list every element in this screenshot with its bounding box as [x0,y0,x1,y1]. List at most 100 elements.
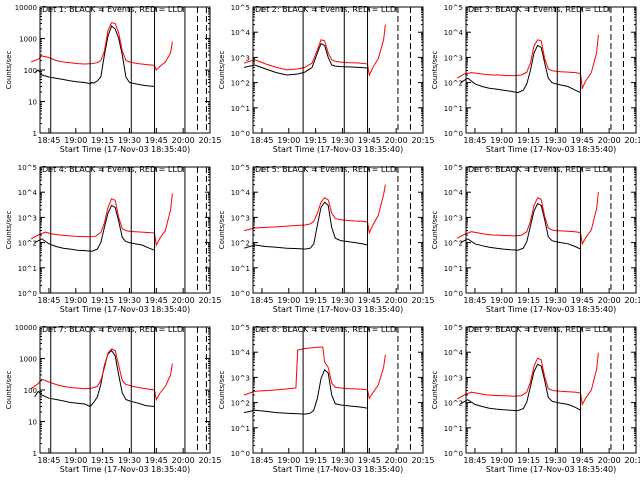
y-tick-label: 10^0 [18,290,37,298]
x-tick-label: 19:45 [358,456,381,465]
y-tick-label: 100 [24,387,37,395]
y-tick-label: 10^2 [18,240,37,248]
x-tick-label: 19:45 [145,456,168,465]
plot-frame [39,166,211,294]
y-tick-label: 1000 [19,36,37,44]
x-tick-label: 19:00 [64,136,87,145]
x-tick-label: 19:15 [91,136,114,145]
plot-frame [465,166,637,294]
x-tick-label: 20:15 [411,136,434,145]
y-tick-label: 10^5 [444,324,463,332]
y-tick-label: 10^3 [18,214,37,222]
y-axis-label: Counts/sec [218,211,226,250]
panel-title: Det 6: BLACK = Events, RED = LLD [468,165,609,174]
x-tick-label: 19:30 [118,296,141,305]
y-tick-label: 10^0 [231,290,250,298]
y-tick-label: 100 [24,67,37,75]
x-tick-label: 19:15 [304,296,327,305]
y-axis-label: Counts/sec [218,51,226,90]
x-tick-label: 19:00 [490,136,513,145]
x-tick-label: 19:45 [145,296,168,305]
panel-title: Det 9: BLACK = Events, RED = LLD [468,325,609,334]
y-tick-label: 10^1 [231,265,250,273]
plot-frame [465,6,637,134]
x-axis-label: Start Time (17-Nov-03 18:35:40) [60,305,190,314]
series-black-events [243,43,368,76]
y-tick-label: 1000 [19,356,37,364]
x-axis-label: Start Time (17-Nov-03 18:35:40) [273,305,403,314]
x-tick-label: 20:15 [624,456,640,465]
y-tick-label: 10000 [15,324,37,332]
x-tick-label: 20:00 [172,296,195,305]
series-black-events [34,349,155,408]
x-tick-label: 19:15 [517,456,540,465]
x-tick-label: 19:15 [304,456,327,465]
y-tick-label: 10^4 [444,189,464,197]
y-tick-label: 10^5 [18,164,37,172]
y-tick-label: 10^4 [231,29,251,37]
y-tick-label: 10^1 [231,425,250,433]
x-tick-label: 19:45 [358,136,381,145]
panel-title: Det 4: BLACK = Events, RED = LLD [42,165,183,174]
y-axis-label: Counts/sec [431,371,439,410]
panel-det-9: Det 9: BLACK = Events, RED = LLD Counts/s… [431,324,640,474]
y-tick-label: 10^3 [444,214,463,222]
x-tick-label: 19:45 [571,136,594,145]
x-tick-label: 18:45 [37,456,60,465]
panel-title: Det 3: BLACK = Events, RED = LLD [468,5,609,14]
x-tick-label: 19:45 [358,296,381,305]
x-tick-label: 19:15 [517,296,540,305]
panel-det-7: Det 7: BLACK = Events, RED = LLD Counts/s… [5,324,222,474]
x-tick-label: 20:00 [385,456,408,465]
series-red-lld [30,348,173,401]
y-tick-label: 10^2 [444,400,463,408]
y-tick-label: 10^2 [231,80,250,88]
y-axis-label: Counts/sec [431,211,439,250]
x-tick-label: 19:45 [145,136,168,145]
y-axis-label: Counts/sec [218,371,226,410]
y-tick-label: 10^0 [444,130,463,138]
panel-title: Det 5: BLACK = Events, RED = LLD [255,165,396,174]
x-tick-label: 19:15 [91,296,114,305]
y-tick-label: 10^2 [231,400,250,408]
y-tick-label: 10^2 [444,80,463,88]
x-tick-label: 19:00 [490,296,513,305]
y-tick-label: 10^5 [231,324,250,332]
y-tick-label: 10^0 [231,450,250,458]
x-tick-label: 19:15 [91,456,114,465]
plot-frame [252,6,424,134]
x-tick-label: 20:00 [598,136,621,145]
x-tick-label: 18:45 [463,136,486,145]
x-tick-label: 20:00 [385,296,408,305]
x-tick-label: 18:45 [37,296,60,305]
y-tick-label: 10^1 [444,425,463,433]
x-axis-label: Start Time (17-Nov-03 18:35:40) [60,145,190,154]
x-tick-label: 20:15 [411,296,434,305]
y-tick-label: 10^4 [231,349,251,357]
x-tick-label: 20:00 [385,136,408,145]
panel-title: Det 8: BLACK = Events, RED = LLD [255,325,396,334]
y-tick-label: 10^3 [444,374,463,382]
plot-frame [252,326,424,454]
y-tick-label: 10^1 [231,105,250,113]
panel-title: Det 1: BLACK = Events, RED = LLD [42,5,183,14]
y-tick-label: 10^5 [231,4,250,12]
x-tick-label: 19:00 [64,296,87,305]
y-tick-label: 10^5 [444,4,463,12]
x-axis-label: Start Time (17-Nov-03 18:35:40) [60,465,190,474]
x-tick-label: 19:00 [277,136,300,145]
panel-det-5: Det 5: BLACK = Events, RED = LLD Counts/s… [218,164,435,314]
x-tick-label: 18:45 [463,456,486,465]
x-axis-label: Start Time (17-Nov-03 18:35:40) [486,145,616,154]
plot-frame [252,166,424,294]
x-axis-label: Start Time (17-Nov-03 18:35:40) [273,465,403,474]
x-tick-label: 19:30 [331,296,354,305]
x-tick-label: 19:45 [571,456,594,465]
x-tick-label: 20:15 [198,136,221,145]
series-red-lld [30,193,173,247]
y-tick-label: 10000 [15,4,37,12]
panel-det-1: Det 1: BLACK = Events, RED = LLD Counts/s… [5,4,222,154]
plot-frame [465,326,637,454]
